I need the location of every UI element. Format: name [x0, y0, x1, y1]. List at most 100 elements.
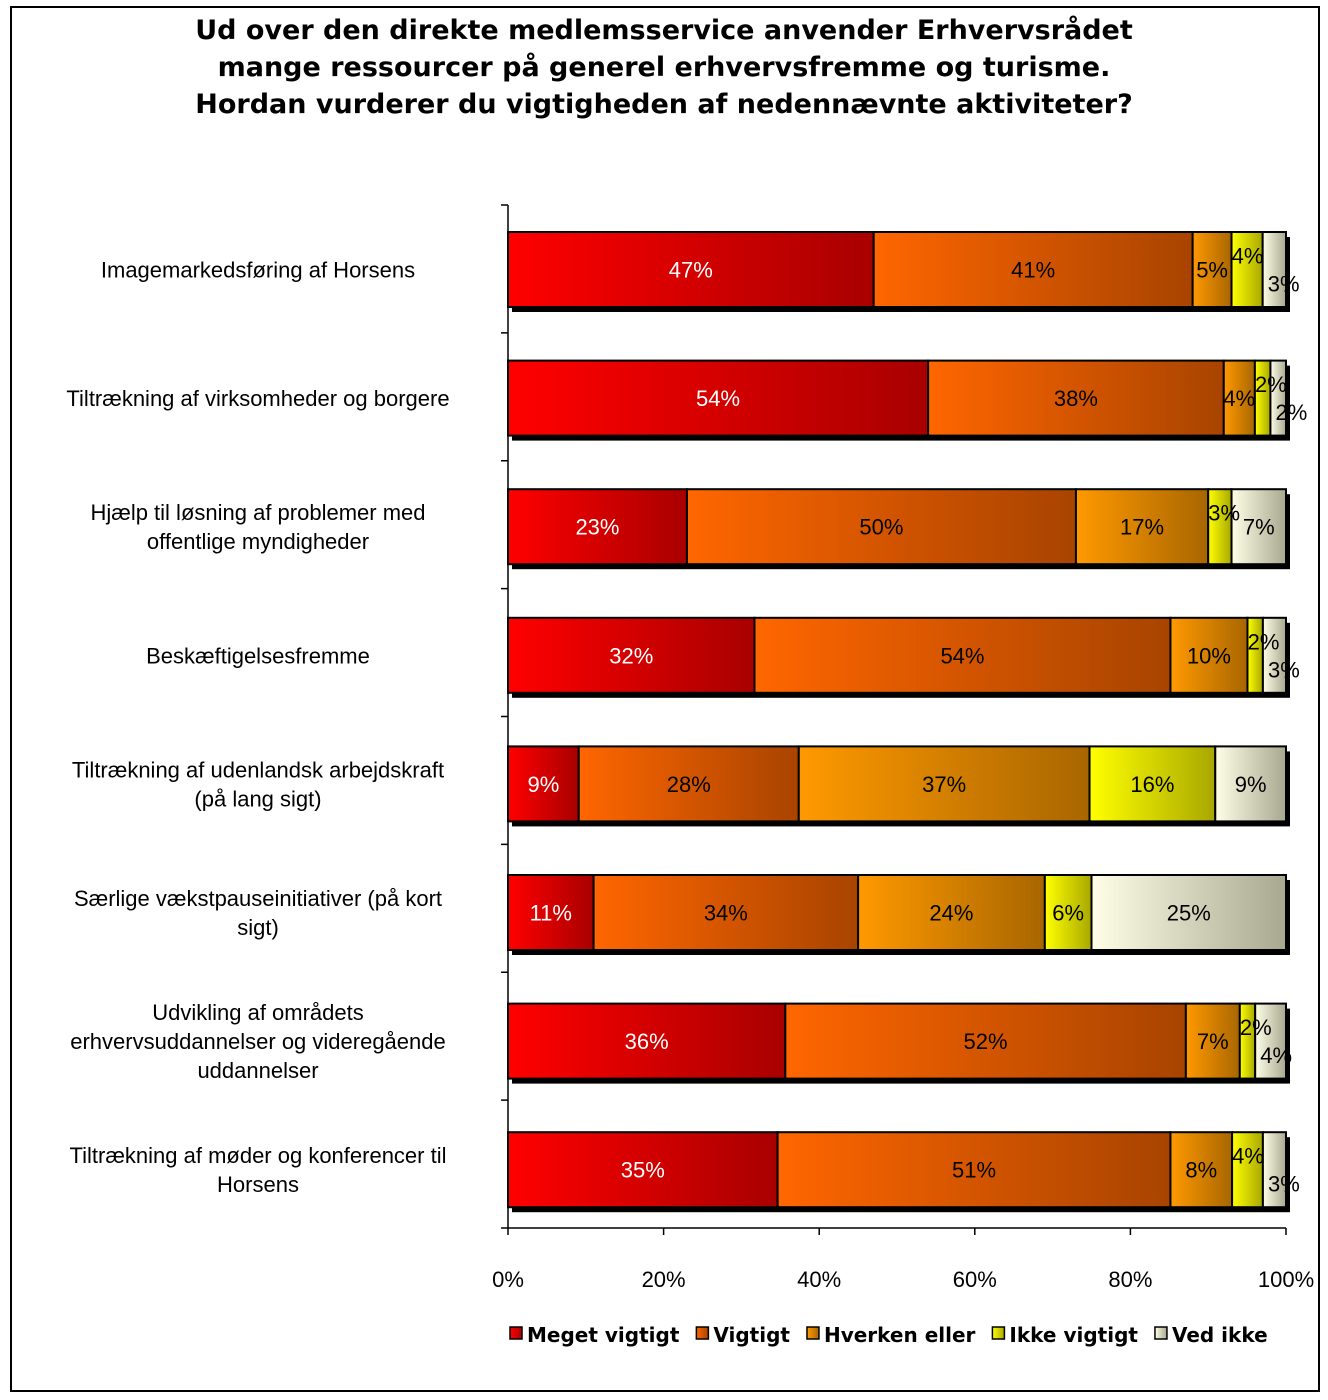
data-label: 10%	[1187, 643, 1231, 668]
data-label: 37%	[922, 772, 966, 797]
bar-segment	[1169, 1131, 1234, 1209]
category-label: Udvikling af områdets	[152, 1000, 364, 1025]
category-label: erhvervsuddannelser og videregående	[70, 1029, 445, 1054]
data-label: 4%	[1260, 1043, 1292, 1068]
data-label: 7%	[1243, 515, 1275, 540]
bar-segment	[507, 616, 756, 694]
bar-segment	[507, 231, 875, 308]
bar-segment	[507, 745, 580, 823]
category-label: sigt)	[237, 915, 279, 940]
chart-title: Ud over den direkte medlemsservice anven…	[0, 12, 1328, 123]
data-label: 34%	[704, 901, 748, 926]
data-label: 36%	[625, 1029, 669, 1054]
category-label: Beskæftigelsesfremme	[146, 643, 370, 668]
bar-segment	[1231, 1131, 1264, 1209]
data-label: 38%	[1054, 386, 1098, 411]
bar-segment	[1214, 745, 1287, 823]
data-label: 17%	[1120, 515, 1164, 540]
data-label: 11%	[530, 901, 572, 926]
bar-segment	[1261, 616, 1288, 694]
chart-title-line-3: Hordan vurderer du vigtigheden af nedenn…	[195, 89, 1133, 120]
category-label: Tiltrækning af møder og konferencer til	[70, 1143, 447, 1168]
bar-segment	[1230, 231, 1264, 308]
bar-segment	[507, 874, 595, 951]
data-label: 4%	[1223, 386, 1255, 411]
data-label: 35%	[621, 1158, 665, 1183]
category-label: uddannelser	[197, 1058, 318, 1083]
legend-label: Ikke vigtigt	[1009, 1323, 1138, 1347]
bar-segment	[577, 745, 800, 823]
bar-segment	[1191, 231, 1233, 308]
bar-segment	[1261, 231, 1288, 308]
axes-group: 0% 20% 40% 60% 80% 100%	[492, 204, 1314, 1292]
bar-segment	[753, 616, 1172, 694]
bar-segment	[507, 359, 930, 437]
bar-segment	[1254, 1002, 1287, 1080]
data-label: 51%	[952, 1158, 996, 1183]
data-label: 28%	[667, 772, 711, 797]
bar-segment	[685, 488, 1077, 566]
category-label: Særlige vækstpauseinitiativer (på kort	[74, 886, 442, 911]
x-tick-label: 20%	[642, 1267, 686, 1292]
legend-label: Hverken eller	[824, 1323, 976, 1347]
bar-segment	[1261, 1131, 1288, 1209]
legend-label: Vigtigt	[713, 1323, 790, 1347]
x-tick-label: 0%	[492, 1267, 524, 1292]
data-label: 52%	[964, 1029, 1008, 1054]
bars-group: 47% 41% 5%4%3%54% 38% 4%2%2%23% 50% 17%3%7%32%…	[507, 231, 1308, 1213]
bar-segment	[1269, 359, 1287, 437]
bar-segment	[1230, 488, 1288, 566]
category-labels-group: Imagemarkedsføring af Horsens Tiltrækning…	[66, 258, 449, 1198]
legend-swatch	[1154, 1326, 1168, 1340]
bar-segment	[1074, 488, 1210, 566]
legend-swatch	[509, 1326, 523, 1340]
category-label: Horsens	[217, 1172, 299, 1197]
data-label: 9%	[527, 772, 559, 797]
x-tick-label: 80%	[1108, 1267, 1152, 1292]
data-label: 3%	[1268, 272, 1300, 297]
data-label: 47%	[669, 258, 713, 283]
data-label: 5%	[1196, 258, 1228, 283]
data-label: 2%	[1240, 1015, 1272, 1040]
data-label: 2%	[1276, 400, 1308, 425]
x-tick-label: 100%	[1258, 1267, 1314, 1292]
data-label: 2%	[1248, 629, 1280, 654]
chart-title-line-2: mange ressourcer på generel erhvervsfrem…	[217, 52, 1111, 83]
legend: Meget vigtigt Vigtigt Hverken eller Ikke vi…	[509, 1323, 1268, 1347]
category-label: Tiltrækning af udenlandsk arbejdskraft	[72, 757, 444, 782]
bar-segment	[1169, 616, 1249, 694]
data-label: 16%	[1130, 772, 1174, 797]
chart-title-line-1: Ud over den direkte medlemsservice anven…	[195, 15, 1133, 46]
bar-segment	[592, 874, 860, 951]
category-label: (på lang sigt)	[194, 786, 321, 811]
data-label: 7%	[1197, 1029, 1229, 1054]
category-label: Imagemarkedsføring af Horsens	[101, 258, 415, 283]
data-label: 3%	[1268, 1172, 1300, 1197]
data-label: 41%	[1011, 258, 1055, 283]
data-label: 4%	[1232, 244, 1264, 269]
data-label: 50%	[859, 515, 903, 540]
category-label: Tiltrækning af virksomheder og borgere	[66, 386, 449, 411]
category-label: Hjælp til løsning af problemer med	[90, 500, 425, 525]
data-label: 3%	[1208, 501, 1240, 526]
bar-segment	[857, 874, 1046, 951]
data-label: 8%	[1185, 1158, 1217, 1183]
legend-label: Ved ikke	[1172, 1323, 1268, 1347]
bar-segment	[784, 1002, 1187, 1080]
legend-swatch	[806, 1326, 820, 1340]
bar-segment	[1222, 359, 1256, 437]
data-label: 9%	[1235, 772, 1267, 797]
data-label: 54%	[696, 386, 740, 411]
data-label: 54%	[940, 643, 984, 668]
bar-segment	[507, 1131, 779, 1209]
legend-swatch	[695, 1326, 710, 1340]
x-tick-label: 40%	[797, 1267, 841, 1292]
x-tick-label: 60%	[953, 1267, 997, 1292]
bar-segment	[1043, 874, 1093, 951]
bar-segment	[872, 231, 1194, 308]
data-label: 3%	[1268, 657, 1300, 682]
data-label: 24%	[929, 901, 973, 926]
legend-label: Meget vigtigt	[527, 1323, 680, 1347]
data-label: 25%	[1167, 901, 1211, 926]
